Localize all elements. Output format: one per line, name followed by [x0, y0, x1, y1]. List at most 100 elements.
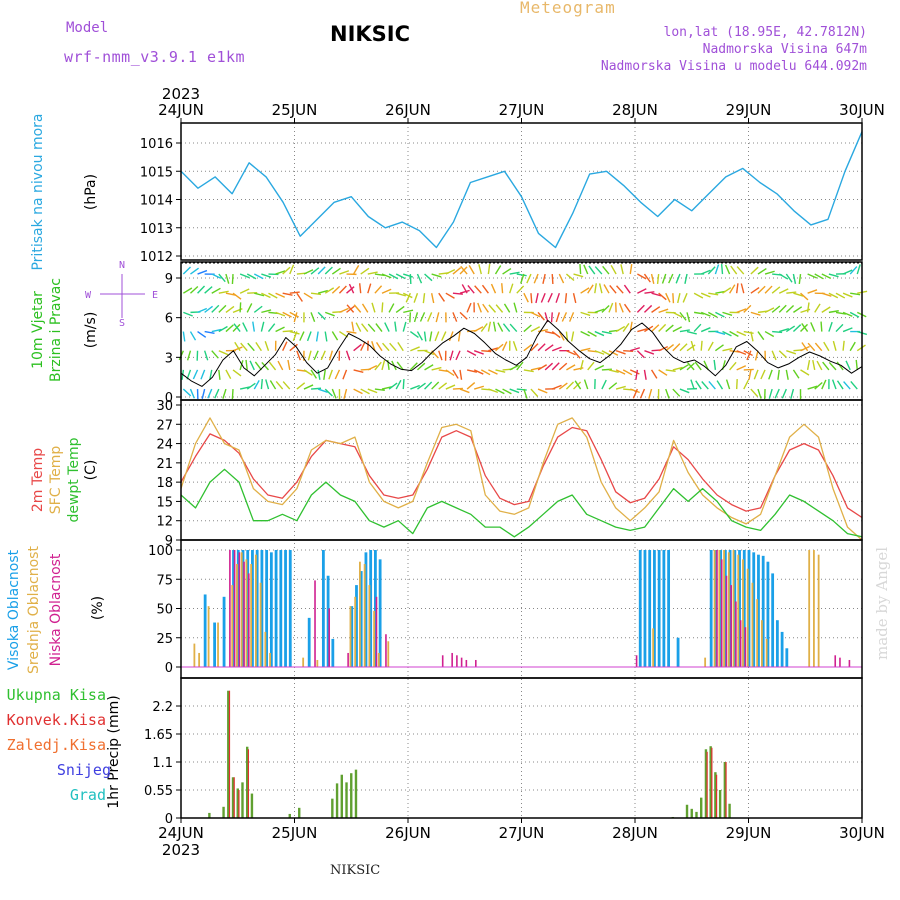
wind-arrow [218, 290, 229, 294]
wind-arrow [551, 330, 561, 339]
wind-arrow [790, 388, 795, 399]
wind-arrow [389, 342, 397, 352]
wind-arrow [289, 311, 299, 318]
wind-arrow [729, 361, 737, 371]
wind-arrow [523, 369, 534, 373]
precip-bar [695, 811, 698, 818]
wind-arrow [587, 361, 595, 371]
chart-title: Meteogram [520, 0, 616, 17]
wind-arrow [570, 331, 575, 342]
wind-arrow [207, 388, 213, 399]
wind-arrow [381, 302, 384, 313]
wind-arrow [209, 369, 213, 380]
top-date-label: 26JUN [385, 101, 431, 119]
precip-bar [350, 773, 353, 818]
cloud-bar [638, 550, 642, 667]
cloud-bar [260, 550, 264, 667]
precip-bar [714, 772, 717, 818]
wind-arrow [481, 284, 489, 294]
wind-arrow [218, 304, 227, 313]
cloud-bar [725, 575, 728, 667]
wind-arrow [523, 324, 532, 333]
wind-arrow [715, 330, 726, 335]
wind-arrow [417, 382, 426, 390]
wind-arrow [346, 304, 355, 313]
cloud-bar [747, 550, 751, 667]
cloud-bar [648, 550, 652, 667]
wind-arrow [716, 380, 724, 390]
wind-arrow [501, 283, 504, 294]
cloud-bar [730, 585, 732, 667]
wind-arrow [331, 267, 341, 275]
temp-axis-title-dewpt: dewpt Temp [66, 437, 82, 522]
temperature-ytick-label: 21 [156, 457, 173, 472]
wind-arrow [729, 330, 739, 337]
wind-arrow [261, 361, 270, 371]
wind-arrow [601, 379, 607, 390]
wind-arrow [422, 293, 426, 304]
wind-arrow [822, 361, 830, 371]
wind-arrow [672, 293, 675, 304]
wind-arrow [537, 388, 548, 394]
wind-arrow [214, 388, 220, 399]
wind-arrow [203, 350, 209, 361]
wind-arrow [282, 330, 293, 333]
wind-arrow [845, 360, 851, 371]
wind-arrow [608, 369, 619, 373]
wind-arrow [466, 382, 476, 390]
wind-arrow [658, 323, 667, 333]
cloud-bar [733, 550, 737, 667]
cloud-bar [240, 552, 243, 667]
wind-arrow [561, 312, 568, 322]
cloud-bar [375, 596, 378, 667]
compass-west: W [85, 290, 92, 301]
wind-arrow [821, 292, 832, 297]
wind-unit: (m/s) [83, 312, 99, 349]
cloud-bar [739, 620, 742, 667]
wind-arrow [530, 311, 541, 318]
precip-bar [718, 790, 722, 818]
cloud-bar [387, 641, 390, 667]
wind-arrow [807, 385, 818, 390]
wind-arrow [644, 350, 655, 355]
wind-arrow [608, 350, 619, 356]
wind-arrow [225, 273, 230, 284]
wind-arrow [183, 311, 193, 317]
cloud-bar [314, 580, 316, 667]
wind-arrow [629, 321, 633, 332]
wind-arrow [457, 331, 461, 342]
labels-layer: Pritisak na nivou mora (hPa) 10m Vjetar Brz… [6, 113, 158, 808]
wind-arrow [658, 369, 668, 376]
cloud-axis-title-low: Niska Oblacnost [48, 553, 64, 666]
wind-arrow [750, 311, 761, 316]
wind-arrow [708, 292, 719, 296]
wind-arrow [323, 369, 326, 380]
wind-arrow [317, 266, 326, 275]
cloud-bar [744, 627, 747, 667]
wind-ytick-label: 9 [165, 272, 173, 287]
wind-arrow [374, 361, 382, 371]
wind-arrow [750, 266, 759, 275]
wind-arrow [828, 273, 839, 278]
wind-arrow [438, 350, 443, 361]
cloud-bar [203, 594, 207, 667]
cloud-bar [269, 652, 271, 667]
precip-bar [704, 749, 708, 818]
wind-arrow [823, 341, 830, 352]
wind-arrow [275, 380, 284, 390]
wind-arrow [388, 382, 398, 390]
wind-arrow [713, 359, 717, 370]
wind-arrow [579, 360, 584, 371]
wind-arrow [786, 350, 797, 355]
wind-arrow [367, 364, 378, 371]
precip-bar [685, 804, 689, 818]
wind-arrow [367, 323, 376, 333]
wind-arrow [331, 388, 337, 399]
wind-arrow [736, 365, 747, 371]
temp-axis-title-2m: 2m Temp [30, 448, 46, 512]
wind-arrow [402, 321, 407, 332]
wind-arrow [679, 343, 688, 352]
temperature-ytick-label: 27 [156, 418, 173, 433]
wind-arrow [473, 369, 484, 375]
wind-arrow [197, 285, 206, 294]
